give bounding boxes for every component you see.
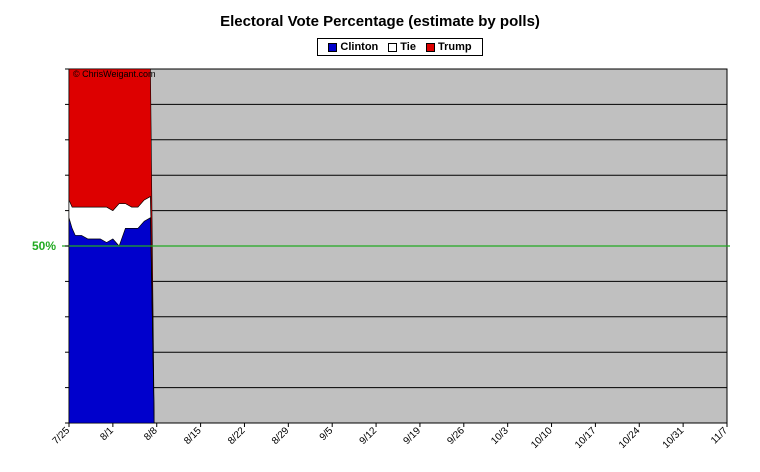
area-clinton: [68, 217, 155, 424]
x-tick-label: 10/3: [489, 425, 511, 447]
legend-label-tie: Tie: [400, 41, 416, 53]
x-tick-label: 10/31: [661, 425, 687, 451]
legend-swatch-clinton: [328, 42, 338, 52]
legend-item-tie: Tie: [388, 41, 416, 53]
x-tick-label: 9/12: [358, 425, 380, 447]
x-tick-label: 9/19: [402, 425, 424, 447]
x-tick-label: 9/26: [445, 425, 467, 447]
chart-title: Electoral Vote Percentage (estimate by p…: [220, 13, 540, 30]
x-tick-label: 8/15: [182, 425, 204, 447]
x-tick-label: 11/7: [709, 425, 730, 446]
x-tick-label: 8/8: [142, 425, 160, 443]
legend-item-trump: Trump: [425, 41, 472, 53]
x-tick-label: 10/10: [529, 425, 555, 451]
watermark-text: © ChrisWeigant.com: [73, 69, 156, 79]
legend-swatch-tie: [388, 42, 398, 52]
x-tick-label: 8/1: [98, 425, 116, 443]
x-tick-label: 10/17: [573, 425, 599, 451]
legend: Clinton Tie Trump: [317, 38, 483, 56]
x-tick-label: 7/25: [51, 425, 73, 447]
legend-label-trump: Trump: [437, 41, 472, 53]
x-tick-label: 10/24: [617, 425, 643, 451]
x-tick-label: 8/29: [270, 425, 292, 447]
legend-item-clinton: Clinton: [328, 41, 378, 53]
area-trump: [68, 68, 155, 424]
legend-label-clinton: Clinton: [340, 41, 379, 53]
x-tick-label: 9/5: [318, 425, 336, 443]
x-tick-label: 8/22: [226, 425, 248, 447]
legend-swatch-trump: [425, 42, 435, 52]
reference-label: 50%: [32, 239, 56, 253]
